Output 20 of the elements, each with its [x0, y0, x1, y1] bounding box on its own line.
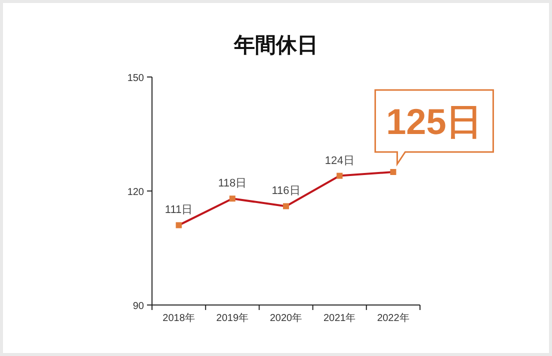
x-tick-label: 2020年	[270, 312, 302, 324]
chart-title: 年間休日	[233, 34, 318, 57]
x-tick-label: 2021年	[323, 312, 356, 324]
y-tick-label: 90	[132, 301, 144, 312]
point	[229, 196, 236, 202]
y-tick-label: 120	[127, 187, 144, 198]
x-tick-label: 2022年	[377, 312, 410, 324]
callout: 125日	[374, 89, 494, 166]
point	[176, 222, 182, 228]
data-label: 111日	[164, 204, 193, 216]
x-tick-label: 2019年	[216, 312, 249, 324]
annotation: 125日	[386, 101, 482, 142]
data-label: 118日	[218, 178, 247, 190]
data-label: 124日	[324, 154, 354, 167]
data-label: 116日	[272, 185, 300, 198]
x-tick-label: 2018年	[162, 312, 195, 324]
y-tick-label: 150	[127, 73, 144, 84]
point	[390, 169, 396, 175]
point	[283, 203, 289, 210]
point	[336, 172, 343, 179]
